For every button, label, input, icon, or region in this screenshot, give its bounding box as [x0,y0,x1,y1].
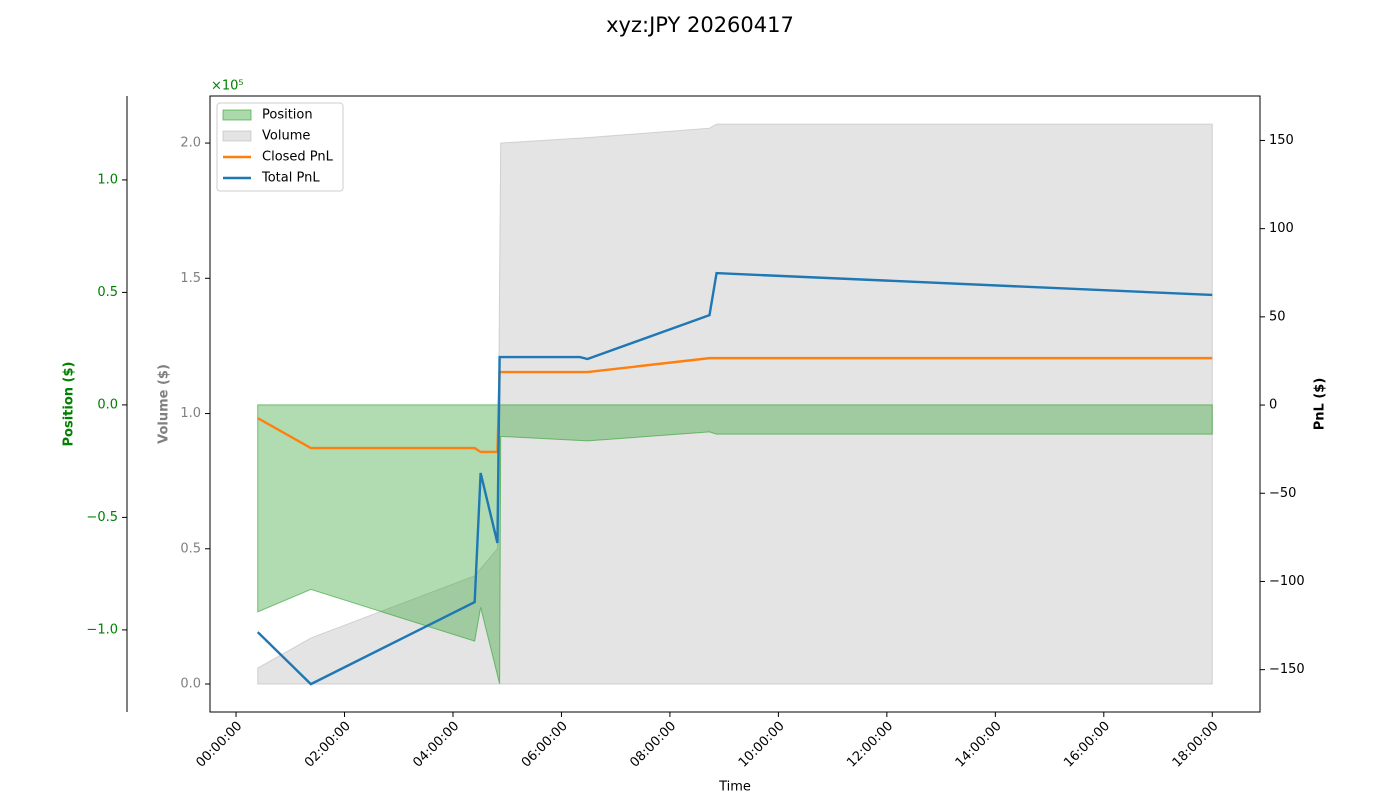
x-tick-label: 18:00:00 [1170,719,1222,771]
x-tick-label: 10:00:00 [736,719,788,771]
y3-tick-label: 0 [1269,398,1277,413]
y2-axis-label: Volume ($) [157,364,172,444]
y2-tick-label: 1.0 [180,406,201,421]
y-tick-label: 0.5 [97,285,118,300]
x-tick-label: 14:00:00 [953,719,1005,771]
y-axis-label: Position ($) [62,362,77,447]
y2-tick-label: 1.5 [180,271,201,286]
x-tick-label: 02:00:00 [302,719,354,771]
y3-tick-label: 50 [1269,309,1286,324]
y-tick-label: −1.0 [86,622,118,637]
x-tick-label: 04:00:00 [410,719,462,771]
area [257,123,1213,685]
line [256,271,1213,686]
legend-box [216,102,344,192]
x-tick-label: 06:00:00 [519,719,571,771]
x-axis-label: Time [718,780,751,795]
y3-axis-label: PnL ($) [1313,378,1328,431]
x-tick-label: 00:00:00 [193,719,245,771]
area [257,404,1213,684]
x-tick-label: 16:00:00 [1061,719,1113,771]
y2-tick-label: 0.5 [180,541,201,556]
y3-tick-label: −100 [1269,574,1305,589]
y2-tick-label: 2.0 [180,136,201,151]
y3-tick-label: −50 [1269,486,1296,501]
plot-frame [209,95,1261,713]
x-tick-label: 12:00:00 [844,719,896,771]
y2-tick-label: 0.0 [180,677,201,692]
y3-tick-label: −150 [1269,662,1305,677]
y-tick-label: −0.5 [86,510,118,525]
y-tick-label: 1.0 [97,172,118,187]
chart-title: xyz:JPY 20260417 [606,13,794,37]
legend-label: Closed PnL [262,150,334,165]
legend-swatch [222,130,252,142]
legend-label: Volume [262,129,310,144]
y-tick-label: 0.0 [97,397,118,412]
y3-tick-label: 100 [1269,221,1294,236]
legend-label: Position [262,108,313,123]
legend-swatch [222,109,252,121]
x-tick-label: 08:00:00 [627,719,679,771]
legend-label: Total PnL [261,171,320,186]
y3-tick-label: 150 [1269,133,1294,148]
y-offset-label: ×10⁵ [211,79,244,94]
